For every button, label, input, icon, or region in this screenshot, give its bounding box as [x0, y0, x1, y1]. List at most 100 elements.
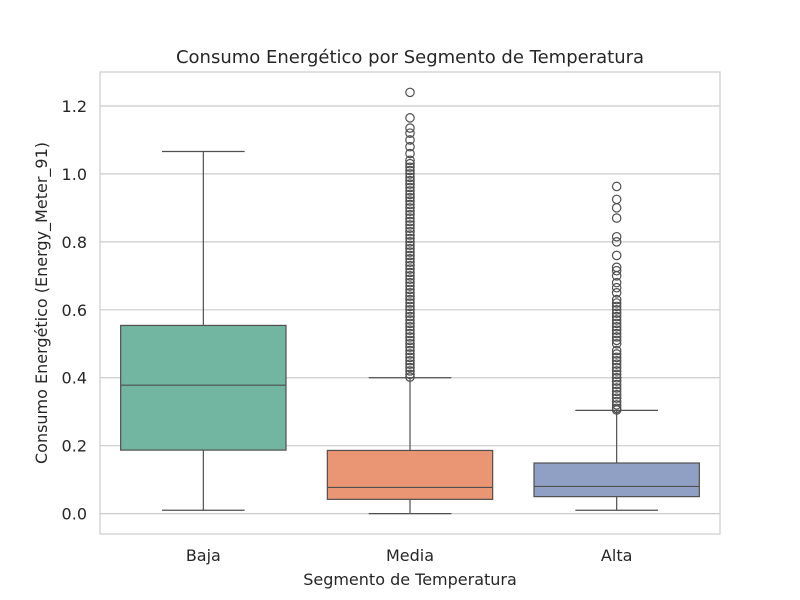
outlier-point — [405, 291, 415, 302]
outlier-point — [611, 315, 622, 325]
outlier-point — [405, 162, 415, 172]
outlier-point — [611, 345, 622, 356]
outlier-point — [405, 325, 415, 335]
outlier-point — [611, 282, 622, 293]
outlier-point — [611, 194, 622, 205]
outlier-point — [611, 237, 622, 247]
outlier-point — [405, 288, 415, 298]
outlier-point — [405, 209, 415, 220]
outlier-point — [405, 155, 415, 166]
outlier-point — [611, 325, 622, 335]
outlier-point — [405, 243, 415, 254]
outlier-point — [405, 182, 415, 193]
outlier-point — [405, 274, 415, 285]
outlier-point — [611, 262, 622, 273]
outlier-point — [405, 355, 415, 366]
outlier-point — [405, 352, 415, 363]
box-plots — [120, 87, 700, 515]
outlier-point — [405, 304, 415, 315]
outlier-point — [405, 345, 415, 356]
outlier-point — [405, 362, 415, 373]
outlier-point — [405, 113, 415, 123]
outlier-point — [611, 379, 622, 390]
outlier-point — [611, 231, 622, 242]
outlier-point — [405, 277, 415, 288]
outlier-point — [405, 257, 415, 268]
outlier-point — [405, 135, 415, 145]
outlier-point — [405, 267, 415, 278]
outlier-point — [611, 250, 622, 261]
y-tick-label: 0.6 — [62, 301, 87, 320]
box-baja — [120, 150, 287, 511]
outlier-point — [405, 328, 415, 339]
outlier-point — [405, 281, 415, 291]
outlier-point — [611, 338, 622, 349]
outlier-point — [405, 298, 415, 308]
outlier-point — [611, 181, 622, 192]
outlier-point — [405, 199, 415, 210]
outlier-point — [405, 237, 415, 247]
outlier-point — [405, 294, 415, 305]
outlier-point — [611, 366, 622, 376]
outlier-point — [611, 294, 622, 305]
outlier-point — [405, 359, 415, 369]
outlier-point — [405, 284, 415, 295]
outlier-point — [611, 369, 622, 380]
iqr-box — [533, 462, 700, 498]
outlier-point — [611, 376, 622, 386]
outlier-point — [405, 189, 415, 200]
outlier-point — [405, 318, 415, 329]
outlier-point — [405, 158, 415, 169]
y-tick-label: 1.0 — [62, 165, 87, 184]
outlier-point — [405, 213, 415, 223]
outlier-point — [611, 318, 622, 329]
outlier-point — [405, 141, 415, 152]
outlier-point — [611, 396, 622, 407]
outlier-point — [405, 342, 415, 352]
outlier-point — [611, 308, 622, 318]
outlier-point — [611, 304, 622, 315]
outlier-point — [405, 216, 415, 227]
outlier-point — [405, 338, 415, 349]
outlier-point — [405, 196, 415, 206]
outlier-point — [405, 260, 415, 271]
outlier-point — [611, 362, 622, 373]
outlier-point — [405, 250, 415, 261]
box-media — [326, 87, 494, 515]
y-tick-labels: 0.0 0.2 0.4 0.6 0.8 1.0 1.2 — [62, 97, 87, 524]
outlier-point — [405, 271, 415, 281]
y-tick-label: 0.0 — [62, 505, 87, 524]
outlier-point — [611, 349, 622, 359]
iqr-box — [120, 324, 287, 451]
outlier-point — [405, 165, 415, 176]
y-tick-label: 0.8 — [62, 233, 87, 252]
x-axis-label: Segmento de Temperatura — [303, 570, 517, 589]
outlier-point — [611, 386, 622, 397]
outlier-point — [405, 179, 415, 189]
outlier-point — [405, 372, 415, 382]
outlier-point — [405, 332, 415, 342]
outlier-point — [405, 169, 415, 179]
outlier-point — [611, 389, 622, 400]
outlier-point — [405, 321, 415, 332]
outlier-point — [405, 308, 415, 318]
outlier-point — [611, 328, 622, 339]
box-alta — [533, 181, 700, 511]
x-tick-label: Media — [386, 546, 434, 565]
y-tick-label: 1.2 — [62, 97, 87, 116]
outlier-point — [611, 321, 622, 332]
outlier-point — [405, 315, 415, 325]
outlier-point — [405, 233, 415, 244]
outlier-point — [405, 247, 415, 257]
outlier-point — [611, 277, 622, 288]
y-tick-label: 0.2 — [62, 437, 87, 456]
outlier-point — [405, 366, 415, 376]
outlier-point — [405, 203, 415, 213]
outlier-point — [405, 335, 415, 346]
outlier-point — [611, 298, 622, 308]
outlier-point — [405, 223, 415, 234]
chart-title: Consumo Energético por Segmento de Tempe… — [176, 47, 644, 68]
outlier-point — [405, 301, 415, 312]
outlier-point — [611, 393, 622, 403]
outlier-point — [611, 288, 622, 298]
